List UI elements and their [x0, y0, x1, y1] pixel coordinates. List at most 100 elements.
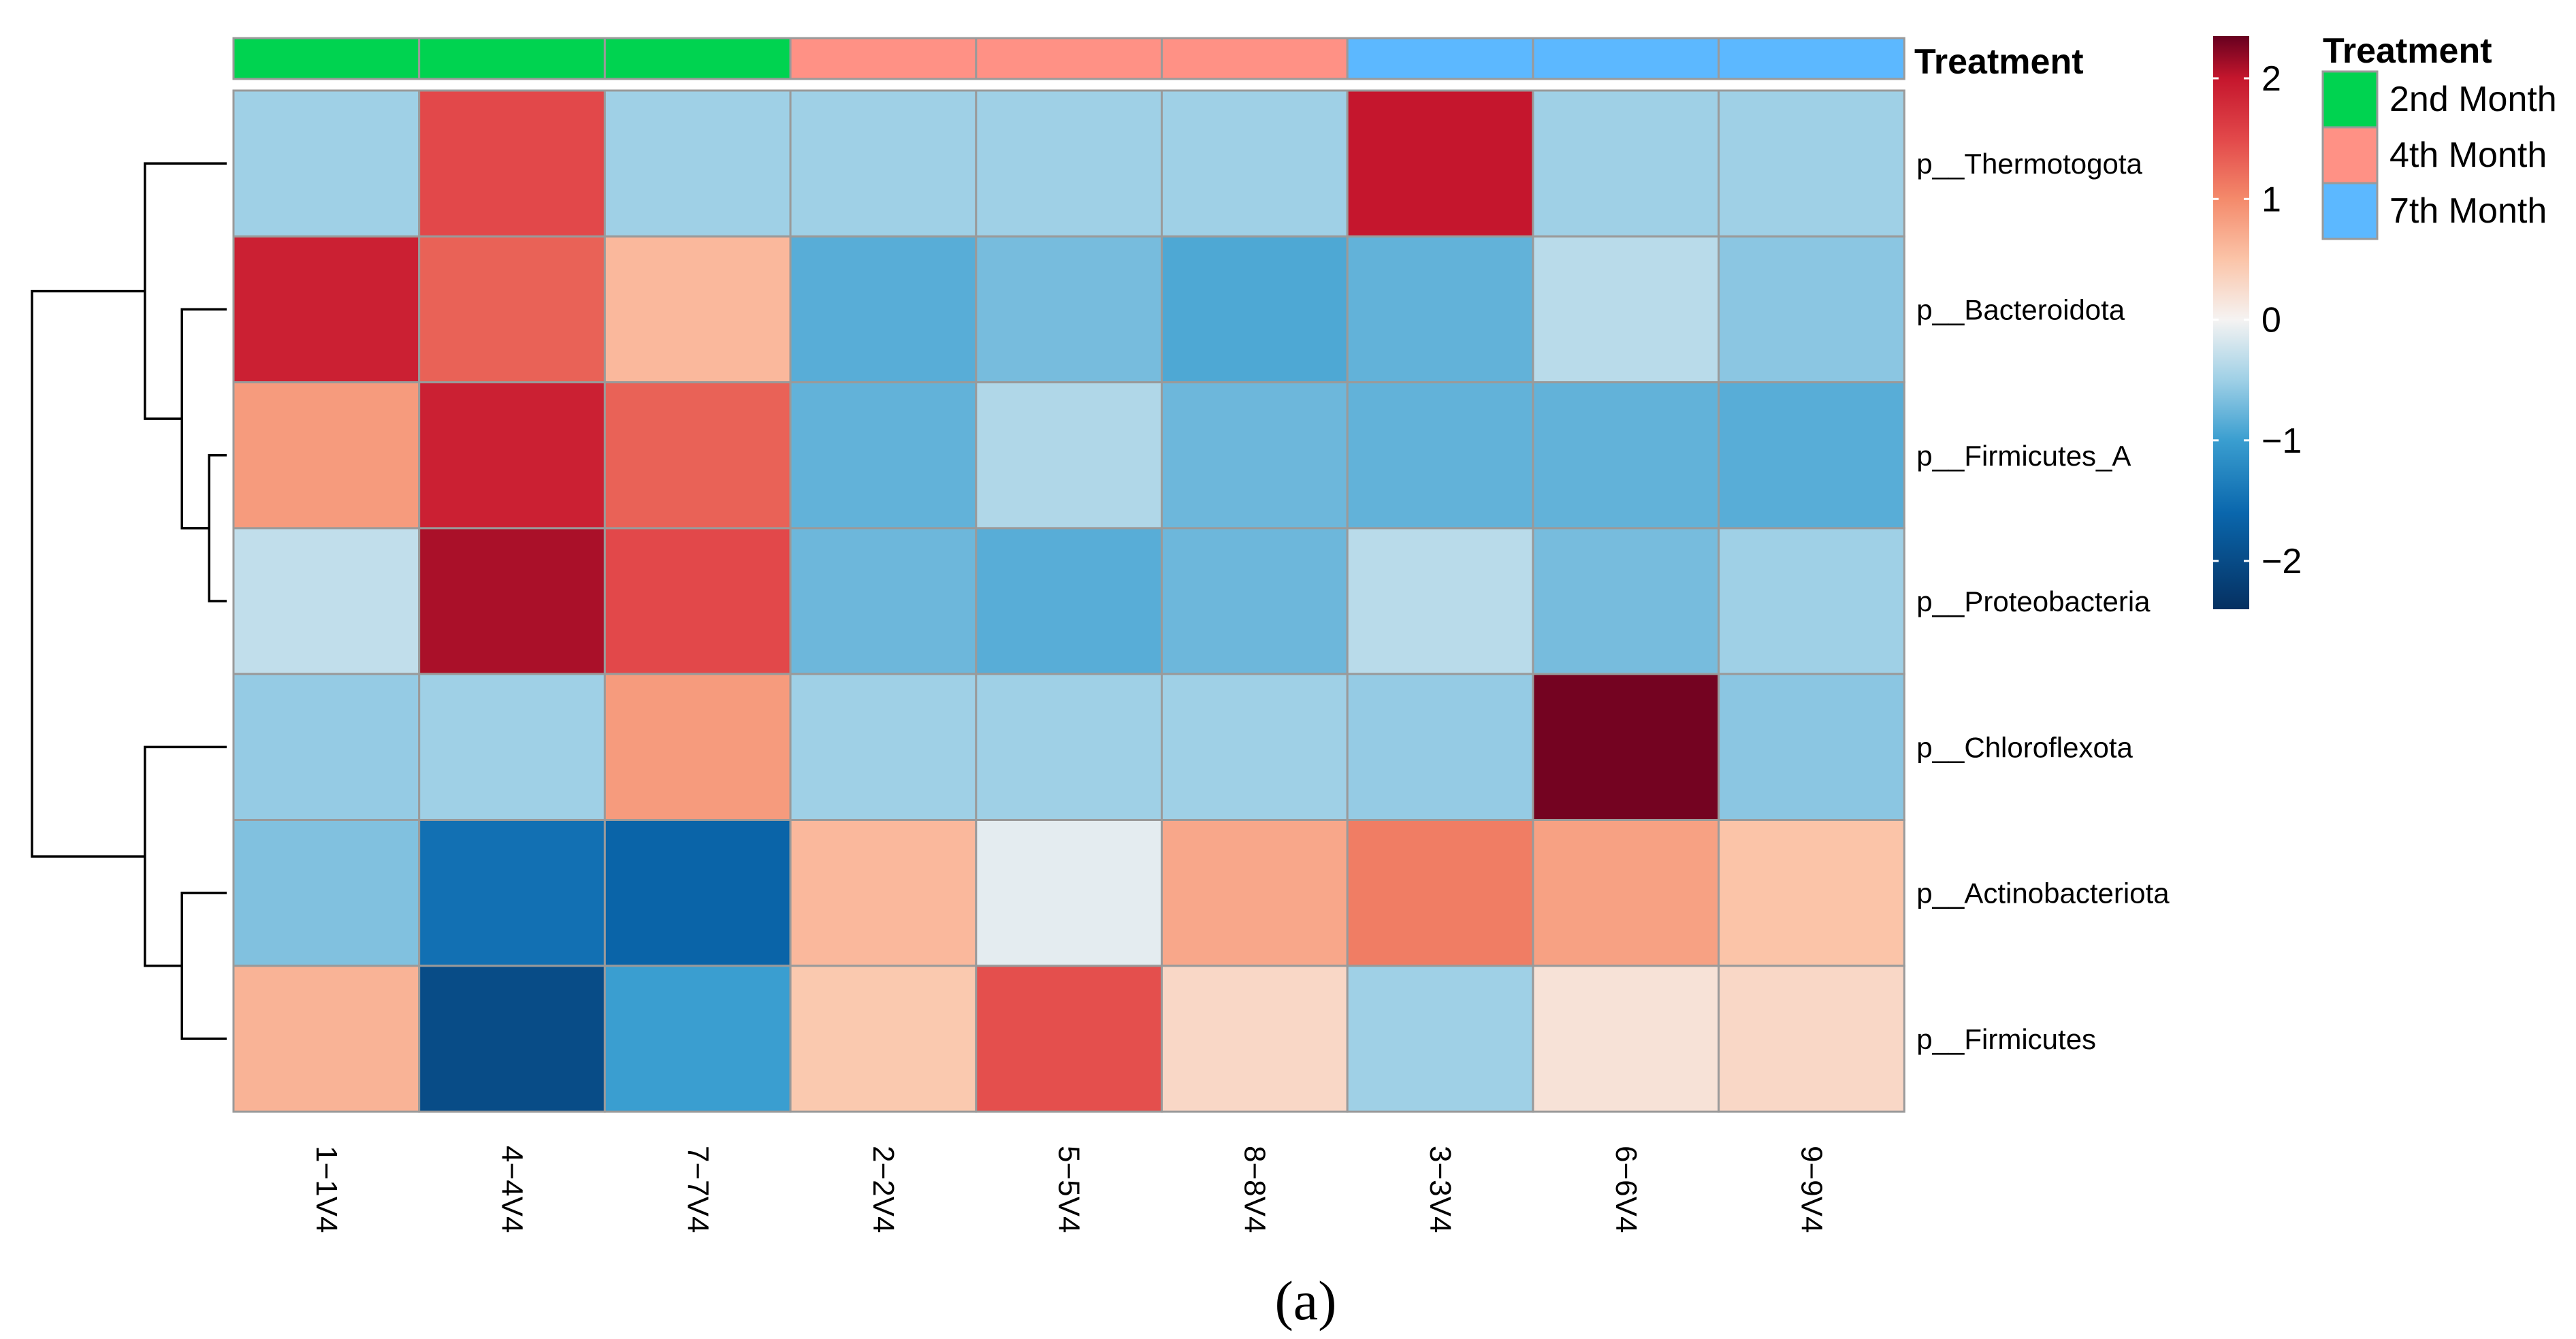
row-dendrogram [31, 162, 227, 1040]
column-labels: 1−1V4 4−4V4 7−7V4 2−2V4 5−5V4 8−8V4 3−3V4 6−6V4… [310, 1146, 1829, 1233]
heatmap-cell [1346, 89, 1534, 238]
heatmap-cell [975, 819, 1163, 967]
annotation-cell [603, 37, 792, 80]
dendrogram-branch [180, 308, 227, 530]
heatmap-cell [418, 381, 606, 530]
dendrogram-branch [144, 745, 227, 967]
annotation-cell [1532, 37, 1720, 80]
heatmap-cell [789, 235, 978, 384]
row-label: p__Firmicutes_A [1916, 440, 2131, 472]
heatmap-cell [1718, 527, 1905, 675]
heatmap-cell [232, 381, 421, 530]
row-label: p__Proteobacteria [1916, 585, 2151, 617]
row-label: p__Firmicutes [1916, 1023, 2096, 1055]
row-label: p__Chloroflexota [1916, 731, 2133, 763]
annotation-row-label: Treatment [1914, 42, 2084, 82]
heatmap-cell [603, 527, 792, 675]
column-label: 4−4V4 [496, 1146, 529, 1233]
heatmap-cell [1346, 235, 1534, 384]
heatmap-cell [1161, 235, 1349, 384]
dendrogram-branch [144, 162, 227, 420]
heatmap-cell [1532, 673, 1720, 822]
heatmap-cell [418, 673, 606, 822]
legend-swatch [2321, 126, 2379, 184]
column-label: 9−9V4 [1794, 1146, 1828, 1233]
colorbar-tick-label: −2 [2261, 542, 2302, 581]
heatmap-cell [418, 819, 606, 967]
figure-caption: (a) [1274, 1270, 1336, 1332]
column-label: 2−2V4 [867, 1146, 900, 1233]
heatmap-cell [232, 673, 421, 822]
heatmap-cell [1346, 965, 1534, 1113]
colorbar-tick-label: 1 [2261, 180, 2281, 219]
heatmap-cell [1532, 89, 1720, 238]
heatmap-cell [975, 527, 1163, 675]
heatmap-cell [232, 89, 421, 238]
heatmap-cell [418, 965, 606, 1113]
dendrogram-branch [31, 289, 145, 858]
column-label: 8−8V4 [1238, 1146, 1271, 1233]
heatmap-cell [789, 819, 978, 967]
heatmap-cell [975, 965, 1163, 1113]
legend-label: 7th Month [2389, 191, 2547, 231]
annotation-cell [418, 37, 606, 80]
heatmap-cell [603, 89, 792, 238]
annotation-cell [1346, 37, 1534, 80]
column-label: 1−1V4 [310, 1146, 343, 1233]
colorbar-gradient [2213, 36, 2249, 609]
heatmap-cell [418, 527, 606, 675]
heatmap-cell [1532, 235, 1720, 384]
heatmap-cell [232, 965, 421, 1113]
heatmap-cell [975, 235, 1163, 384]
heatmap-cell [603, 381, 792, 530]
column-label: 6−6V4 [1609, 1146, 1643, 1233]
heatmap-cell [789, 673, 978, 822]
heatmap-cell [1346, 381, 1534, 530]
heatmap-cell [603, 235, 792, 384]
heatmap-cell [603, 819, 792, 967]
heatmap-cell [789, 381, 978, 530]
heatmap-cell [789, 965, 978, 1113]
legend-swatch [2321, 182, 2379, 240]
annotation-cell [789, 37, 978, 80]
colorbar-tick-label: 2 [2261, 59, 2281, 99]
row-label: p__Thermotogota [1916, 148, 2142, 180]
heatmap-cell [1161, 819, 1349, 967]
heatmap-cell [975, 381, 1163, 530]
heatmap-cell [603, 965, 792, 1113]
legend-label: 2nd Month [2389, 80, 2557, 119]
heatmap-cell [1161, 965, 1349, 1113]
heatmap-cell [1532, 381, 1720, 530]
heatmap-cell [1718, 235, 1905, 384]
legend-title: Treatment [2323, 31, 2492, 71]
heatmap-cell [1161, 381, 1349, 530]
dendrogram-branch [208, 454, 227, 602]
heatmap-cell [789, 527, 978, 675]
heatmap-cell [1346, 527, 1534, 675]
colorbar-tick-label: 0 [2261, 301, 2281, 340]
row-labels: p__Thermotogota p__Bacteroidota p__Firmicu… [1916, 148, 2170, 1055]
treatment-legend: Treatment 2nd Month 4th Month 7th Month [2321, 31, 2557, 240]
heatmap-cell [1161, 527, 1349, 675]
colorbar-tick-label: −1 [2261, 421, 2302, 461]
column-label: 5−5V4 [1052, 1146, 1086, 1233]
heatmap-cell [1161, 673, 1349, 822]
heatmap-cells [232, 89, 1905, 1113]
heatmap-cell [1718, 819, 1905, 967]
heatmap-cell [1718, 89, 1905, 238]
column-label: 7−7V4 [681, 1146, 714, 1233]
heatmap-cell [418, 89, 606, 238]
annotation-cell [1718, 37, 1905, 80]
annotation-cell [975, 37, 1163, 80]
heatmap-cell [789, 89, 978, 238]
row-label: p__Actinobacteriota [1916, 877, 2170, 909]
heatmap-cell [1161, 89, 1349, 238]
legend-swatch [2321, 70, 2379, 129]
heatmap-cell [232, 235, 421, 384]
annotation-cell [1161, 37, 1349, 80]
heatmap-cell [1718, 381, 1905, 530]
heatmap-cell [1532, 819, 1720, 967]
heatmap-cell [1718, 965, 1905, 1113]
dendrogram-branch [180, 891, 227, 1040]
